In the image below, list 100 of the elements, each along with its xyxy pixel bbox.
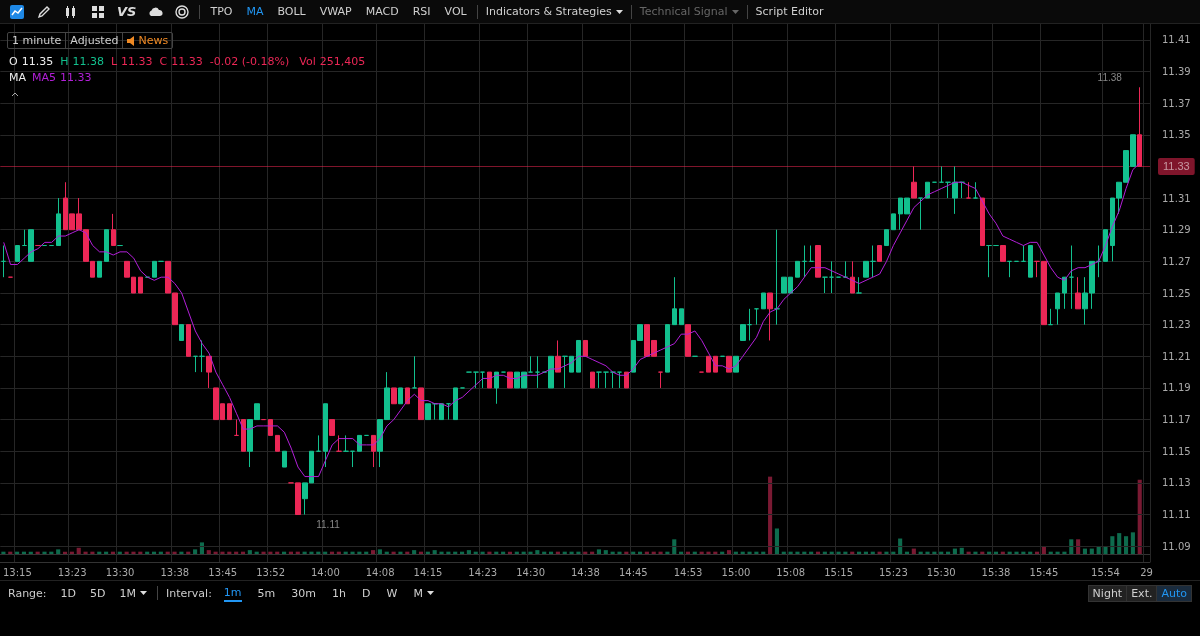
candlestick [412,355,417,389]
candlestick [111,213,116,247]
x-tick-label: 13:38 [160,566,190,578]
candlestick [843,260,848,278]
text: VS [117,4,137,19]
text: 5D [90,586,106,600]
y-tick-label: 11.11 [1162,509,1191,521]
annotation: O [9,55,18,68]
bar [884,551,889,554]
candlestick [980,197,985,247]
bar [1082,548,1088,554]
text: 1m [223,584,242,602]
bar [528,551,533,554]
text: BOLL [277,5,306,18]
candlestick [425,403,431,421]
text: MA5 [32,71,57,84]
bar [535,550,540,554]
x-tick-label: 13:15 [2,566,32,578]
candlestick [679,308,684,326]
candlestick [726,355,732,373]
text: 30m [291,586,317,600]
candlestick [959,181,965,199]
candlestick [576,339,581,373]
candlestick [152,260,157,278]
annotation: H [60,55,69,68]
candlestick [603,371,609,389]
text: Indicators & Strategies [485,5,612,18]
x-tick-label: 15:38 [981,566,1011,578]
bar [1130,532,1135,554]
bar [603,550,608,554]
candlestick [1096,245,1101,278]
candlestick [446,403,451,421]
text: M [413,586,423,600]
bar [1076,539,1081,554]
candlestick [1137,86,1142,167]
bar [672,539,677,554]
candlestick [1007,260,1012,278]
bar [1123,536,1129,554]
candlestick [713,355,718,373]
candlestick [282,450,287,468]
candlestick [1028,245,1033,278]
text: 5m [257,586,276,600]
annotation: 11.35 [21,55,54,68]
candlestick [494,371,499,405]
x-tick-label: 13:30 [105,566,135,578]
text: W [386,586,398,600]
candlestick [1000,245,1006,262]
bar [193,549,198,554]
candlestick [795,260,800,278]
y-tick-label: 11.41 [1162,34,1191,46]
y-tick-label: 11.09 [1162,540,1191,552]
text: MACD [365,5,399,18]
bar [774,528,779,554]
candlestick [1048,308,1053,326]
bar [959,547,964,554]
text: TPO [210,5,233,18]
bar [309,551,314,554]
candlestick [199,339,205,373]
annotation: L [110,55,118,68]
bar [1014,551,1019,554]
candlestick [884,229,889,247]
bar [439,551,444,554]
candlestick [391,387,397,405]
bar [220,551,225,554]
y-tick-label: 11.13 [1162,477,1191,489]
candlestick [1055,292,1060,326]
x-tick-label: 13:23 [57,566,87,578]
candlestick [590,371,595,389]
candlestick [939,165,944,183]
candlestick [104,229,109,262]
candlestick [891,213,896,231]
candlestick [596,371,602,389]
candlestick [528,355,533,373]
text: VWAP [319,5,352,18]
bar [911,548,916,554]
bar [596,549,602,554]
x-tick-label: 14:23 [468,566,498,578]
candlestick [316,434,321,452]
bar [1069,539,1074,554]
text: Interval: [166,586,212,600]
candlestick [15,245,20,262]
bar [76,547,81,554]
text: 1h [332,586,346,600]
candlestick [911,165,917,199]
candlestick [1062,276,1067,310]
annotation: 11.33 [171,55,203,68]
candlestick [761,292,766,310]
candlestick [480,371,485,389]
candlestick [97,260,102,278]
candlestick [473,371,479,389]
candlestick [323,403,328,468]
y-tick-label: 11.31 [1162,192,1191,204]
x-tick-label: 15:23 [878,566,908,578]
candlestick [829,260,834,294]
text: MA [246,5,264,18]
candlestick [1075,276,1081,310]
candlestick [986,245,992,278]
candlestick [740,324,746,341]
candlestick [227,403,232,421]
candlestick [658,371,663,389]
